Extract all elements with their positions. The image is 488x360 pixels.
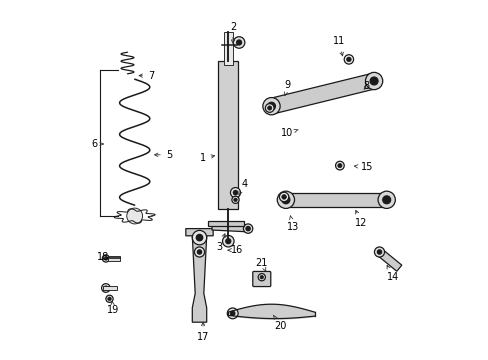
Text: 7: 7 [139, 71, 154, 81]
Text: 21: 21 [255, 258, 267, 271]
Polygon shape [108, 256, 120, 261]
Text: 18: 18 [97, 252, 109, 262]
FancyBboxPatch shape [252, 271, 270, 287]
Text: 5: 5 [154, 150, 172, 160]
Text: 16: 16 [227, 245, 243, 255]
Text: 14: 14 [386, 265, 398, 282]
Circle shape [335, 161, 344, 170]
Text: 12: 12 [355, 210, 367, 228]
Circle shape [258, 274, 265, 281]
Text: 17: 17 [197, 322, 209, 342]
Circle shape [369, 77, 377, 85]
Circle shape [245, 226, 250, 231]
Text: 8: 8 [363, 81, 369, 91]
Text: 13: 13 [286, 216, 299, 232]
Circle shape [267, 106, 271, 110]
Polygon shape [211, 224, 248, 232]
Circle shape [260, 275, 263, 279]
Circle shape [382, 196, 390, 204]
Circle shape [265, 104, 273, 112]
Circle shape [102, 284, 110, 292]
Circle shape [106, 295, 113, 302]
Circle shape [222, 235, 234, 247]
Polygon shape [224, 32, 232, 65]
Circle shape [263, 98, 280, 115]
Circle shape [232, 190, 238, 195]
Polygon shape [208, 221, 244, 226]
Circle shape [230, 188, 240, 198]
Text: 3: 3 [216, 234, 224, 252]
Circle shape [103, 286, 108, 290]
Circle shape [365, 72, 382, 90]
Text: 15: 15 [354, 162, 372, 172]
Circle shape [374, 247, 384, 257]
Text: 1: 1 [200, 153, 214, 163]
Text: 9: 9 [284, 80, 290, 95]
Circle shape [281, 194, 286, 199]
Circle shape [197, 250, 201, 254]
Circle shape [267, 102, 275, 110]
Circle shape [236, 40, 241, 45]
Circle shape [126, 208, 142, 224]
Circle shape [231, 196, 239, 203]
Circle shape [346, 57, 350, 62]
Circle shape [282, 196, 289, 204]
Circle shape [233, 37, 244, 48]
Circle shape [377, 250, 381, 254]
Polygon shape [285, 193, 386, 207]
Text: 2: 2 [229, 22, 236, 43]
Text: 19: 19 [107, 301, 119, 315]
Polygon shape [185, 229, 213, 322]
Text: 6: 6 [91, 139, 103, 149]
Text: 11: 11 [332, 36, 344, 56]
Circle shape [196, 234, 203, 241]
Text: 20: 20 [273, 316, 286, 331]
Polygon shape [218, 61, 238, 209]
Circle shape [227, 308, 238, 319]
Text: 4: 4 [239, 179, 247, 195]
Circle shape [225, 239, 230, 244]
Circle shape [104, 257, 107, 260]
Circle shape [344, 55, 353, 64]
Polygon shape [376, 249, 401, 271]
Circle shape [377, 191, 394, 208]
Polygon shape [103, 286, 117, 290]
Circle shape [102, 255, 109, 262]
Circle shape [337, 163, 342, 168]
Circle shape [243, 224, 252, 233]
Circle shape [233, 198, 237, 202]
Circle shape [107, 297, 111, 301]
Circle shape [277, 191, 294, 208]
Circle shape [194, 247, 204, 257]
Circle shape [192, 230, 206, 245]
Polygon shape [269, 73, 375, 114]
Text: 10: 10 [280, 128, 298, 138]
Circle shape [279, 192, 288, 202]
Circle shape [230, 311, 234, 315]
